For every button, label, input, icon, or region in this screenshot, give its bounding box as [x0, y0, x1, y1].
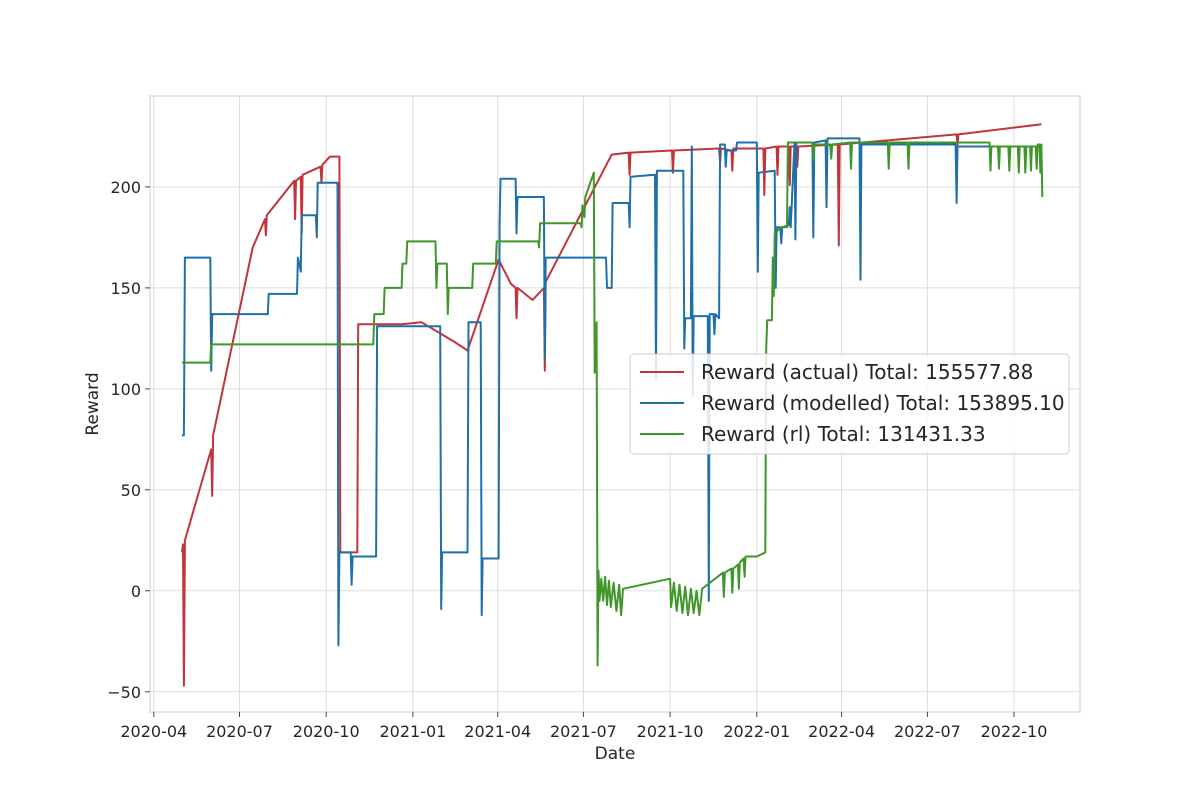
y-axis-ticks: −50 0 50 100 150 200	[107, 178, 150, 702]
x-tick-label: 2022-04	[808, 722, 875, 741]
series-line-2	[182, 141, 1044, 667]
y-tick-label: 100	[110, 380, 141, 399]
x-tick-label: 2021-07	[550, 722, 617, 741]
legend-label-2: Reward (rl) Total: 131431.33	[701, 422, 986, 446]
series-layer	[181, 123, 1044, 687]
x-tick-label: 2022-07	[894, 722, 961, 741]
x-tick-label: 2020-07	[206, 722, 273, 741]
y-tick-label: −50	[107, 683, 141, 702]
x-tick-label: 2020-10	[293, 722, 360, 741]
legend-label-0: Reward (actual) Total: 155577.88	[701, 360, 1033, 384]
y-axis-title: Reward	[83, 372, 103, 435]
x-tick-label: 2020-04	[120, 722, 187, 741]
x-axis-ticks: 2020-04 2020-07 2020-10 2021-01 2021-04 2021-…	[120, 712, 1047, 741]
plot-frame	[149, 95, 1081, 713]
series-line-1	[182, 137, 1042, 647]
y-tick-label: 150	[110, 279, 141, 298]
series-line-0	[181, 123, 1042, 687]
x-tick-label: 2022-01	[723, 722, 790, 741]
y-tick-label: 200	[110, 178, 141, 197]
y-tick-label: 0	[131, 582, 141, 601]
x-tick-label: 2021-01	[379, 722, 446, 741]
x-tick-label: 2021-04	[464, 722, 531, 741]
x-tick-label: 2022-10	[981, 722, 1048, 741]
y-tick-label: 50	[121, 481, 141, 500]
x-axis-title: Date	[595, 744, 636, 764]
legend: Reward (actual) Total: 155577.88 Reward (…	[629, 353, 1070, 455]
legend-label-1: Reward (modelled) Total: 153895.10	[701, 391, 1065, 415]
x-tick-label: 2021-10	[637, 722, 704, 741]
legend-box	[629, 353, 1070, 455]
